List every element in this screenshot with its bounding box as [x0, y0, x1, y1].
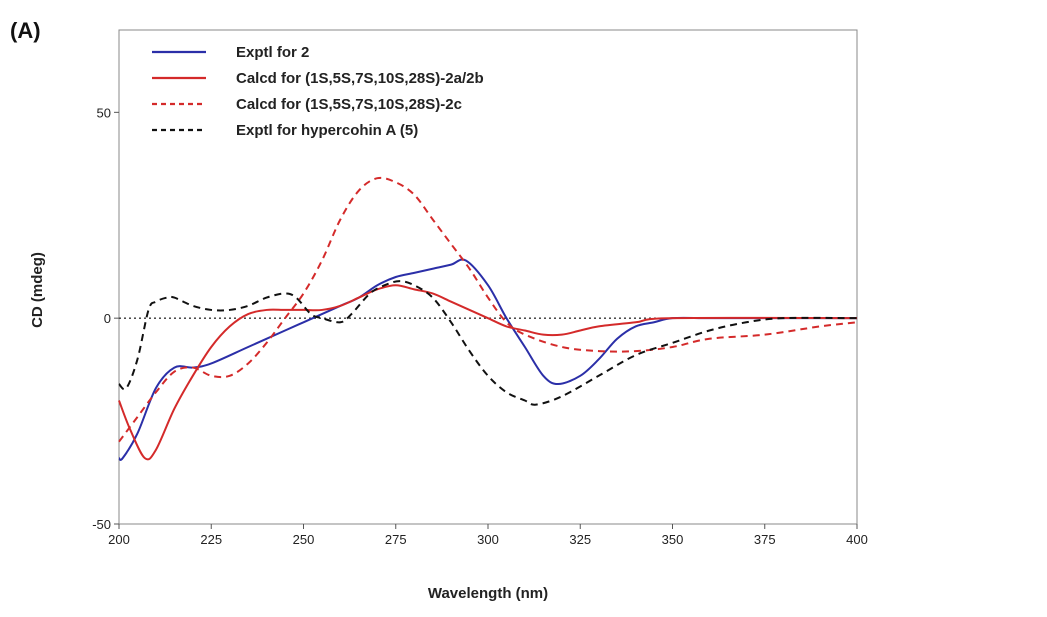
y-tick-label: 0 [104, 311, 111, 326]
series-line-3 [118, 176, 858, 443]
series-line-1 [118, 258, 857, 461]
panel-label: (A) [10, 18, 41, 43]
x-axis-label: Wavelength (nm) [428, 585, 548, 602]
x-tick-label: 275 [385, 532, 407, 547]
x-tick-label: 400 [846, 532, 868, 547]
y-axis-label: CD (mdeg) [29, 252, 46, 328]
x-tick-label: 225 [200, 532, 222, 547]
plot-area: 200 225 250 275 300 325 350 375 400 -50 0 50 Exptl f… [92, 29, 868, 547]
legend-label: Calcd for (1S,5S,7S,10S,28S)-2c [236, 96, 462, 113]
series-line-4 [118, 280, 858, 406]
legend-label: Exptl for hypercohin A (5) [236, 122, 418, 139]
y-tick-label: 50 [97, 105, 111, 120]
x-tick-label: 200 [108, 532, 130, 547]
legend-label: Calcd for (1S,5S,7S,10S,28S)-2a/2b [236, 70, 484, 87]
x-tick-label: 375 [754, 532, 776, 547]
series-line-2 [118, 284, 858, 461]
x-tick-label: 250 [293, 532, 315, 547]
legend-label: Exptl for 2 [236, 44, 309, 61]
y-tick-label: -50 [92, 517, 111, 532]
x-tick-label: 350 [662, 532, 684, 547]
x-tick-label: 300 [477, 532, 499, 547]
x-tick-label: 325 [569, 532, 591, 547]
plot-frame [118, 29, 858, 525]
